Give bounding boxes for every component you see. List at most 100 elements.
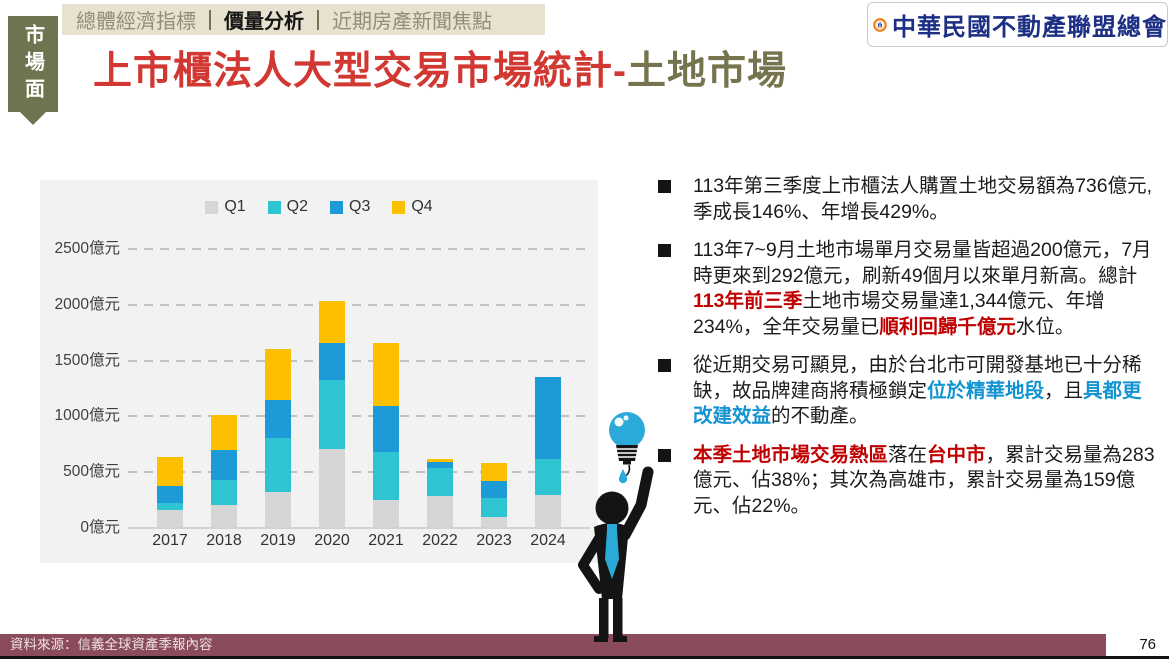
bar-2019-q3	[265, 399, 291, 438]
nav-item-price-volume-analysis[interactable]: 價量分析	[224, 11, 304, 33]
bar-2018-q1	[211, 504, 237, 527]
footer-source-text: 資料來源：信義全球資產季報內容	[10, 637, 213, 652]
legend-swatch-icon	[330, 200, 343, 214]
footer-source: 資料來源：信義全球資產季報內容	[0, 634, 1106, 656]
bar-2023-q2	[481, 497, 507, 517]
nav-separator	[317, 9, 319, 30]
bullet-list: 113年第三季度上市櫃法人購置土地交易額為736億元, 季成長146%、年增長4…	[656, 174, 1156, 532]
legend-label: Q4	[411, 198, 433, 215]
bar-2020-q1	[319, 448, 345, 527]
bar-2023	[481, 463, 507, 527]
text-segment: 從近期交易可顯見，由於台北市可開發基地已十分稀缺，故品牌建商將積極鎖定	[693, 354, 1142, 402]
text-segment: 位於精華地段	[927, 379, 1045, 402]
nav-item-macro-indicators[interactable]: 總體經濟指標	[76, 11, 196, 33]
x-tick-label: 2018	[206, 532, 242, 549]
text-segment: 水位。	[1015, 315, 1075, 338]
text-segment: 土地市場交易量達1,344億元、年增234%，全年交易量已	[693, 290, 1105, 338]
legend-item-q4: Q4	[392, 198, 433, 216]
text-segment: 具都更改建效益	[693, 379, 1142, 428]
text-segment: 113年7~9月土地市場單月交易量皆超過200億元，7月時更來到292億元，刷新…	[693, 239, 1152, 287]
text-segment: 落在	[888, 443, 928, 466]
bar-2024	[535, 376, 561, 527]
bar-2017-q2	[157, 503, 183, 510]
x-axis-line	[128, 527, 590, 529]
chevron-down-icon	[20, 112, 46, 125]
bullet-square-icon	[658, 244, 671, 258]
x-tick-label: 2023	[476, 532, 512, 549]
gridline	[128, 303, 590, 306]
bar-2017	[157, 456, 183, 527]
y-tick-label: 1500億元	[54, 351, 120, 369]
nav-separator	[209, 9, 211, 30]
bar-2022	[427, 459, 453, 527]
legend-item-q2: Q2	[267, 198, 308, 216]
text-segment: 的不動產。	[771, 405, 869, 428]
page-title-highlight: 土地市場	[627, 50, 788, 93]
org-name: 中華民國不動產聯盟總會	[892, 15, 1167, 41]
legend-item-q1: Q1	[205, 198, 246, 216]
page-title-main: 上市櫃法人大型交易市場統計-	[93, 50, 627, 93]
bar-2023-q4	[481, 463, 507, 482]
side-tab-label: 市場面	[21, 23, 44, 105]
org-logo: 中華民國不動產聯盟總會	[867, 2, 1168, 47]
legend-swatch-icon	[205, 200, 219, 214]
y-tick-label: 0億元	[80, 518, 120, 536]
bar-2021-q1	[373, 499, 399, 527]
text-segment: 113年前三季	[693, 290, 803, 313]
bar-2022-q1	[427, 495, 453, 527]
gridline	[128, 248, 590, 250]
bar-2020	[319, 300, 345, 527]
x-tick-label: 2017	[152, 532, 188, 549]
bar-2017-q1	[157, 509, 183, 527]
gridline	[128, 471, 590, 474]
bar-2022-q2	[427, 467, 453, 496]
bullet-item-2: 113年7~9月土地市場單月交易量皆超過200億元，7月時更來到292億元，刷新…	[656, 238, 1156, 340]
person-with-lightbulb-illustration	[578, 412, 654, 642]
bullet-square-icon	[658, 180, 671, 193]
y-tick-label: 2000億元	[54, 295, 120, 313]
text-segment: 113年第三季度上市櫃法人購置土地交易額為736億元, 季成長146%、年增長4…	[693, 175, 1153, 223]
bar-2021-q2	[373, 451, 399, 500]
bar-2023-q3	[481, 481, 507, 498]
bullet-item-4: 本季土地市場交易熱區落在台中市，累計交易量為283億元、佔38%；其次為高雄市，…	[656, 443, 1156, 520]
y-tick-label: 500億元	[63, 463, 120, 481]
bar-2021-q3	[373, 405, 399, 452]
bottom-border	[0, 656, 1169, 659]
bar-2022-q3	[427, 461, 453, 468]
chart-legend: Q1 Q2 Q3 Q4	[40, 198, 598, 216]
bullet-square-icon	[658, 359, 671, 373]
page-title: 上市櫃法人大型交易市場統計-土地市場	[93, 40, 787, 96]
x-tick-label: 2024	[530, 532, 566, 549]
legend-label: Q1	[224, 198, 246, 215]
bar-2024-q3	[535, 376, 561, 459]
x-tick-label: 2021	[368, 532, 404, 549]
text-segment: 台中市	[927, 443, 986, 466]
bar-2018-q4	[211, 415, 237, 451]
gridline	[128, 359, 590, 362]
bar-2017-q3	[157, 486, 183, 504]
bar-2020-q4	[319, 300, 345, 343]
lightbulb-icon	[609, 412, 645, 484]
gridline	[128, 415, 590, 418]
page-number: 76	[1139, 636, 1156, 653]
bar-2023-q1	[481, 517, 507, 527]
x-tick-label: 2020	[314, 532, 350, 549]
bar-2024-q2	[535, 458, 561, 495]
bullet-item-3: 從近期交易可顯見，由於台北市可開發基地已十分稀缺，故品牌建商將積極鎖定位於精華地…	[656, 353, 1156, 430]
legend-swatch-icon	[267, 200, 281, 214]
land-transaction-bar-chart: Q1 Q2 Q3 Q4 0億元 500億元 1000億元 1500億元 2000億元 2500億…	[40, 180, 598, 563]
bar-2019	[265, 348, 291, 527]
bar-2018-q3	[211, 450, 237, 481]
text-segment: ，且	[1044, 379, 1084, 402]
org-emblem-icon	[873, 17, 887, 32]
top-nav: 總體經濟指標 價量分析 近期房產新聞焦點	[62, 4, 545, 35]
text-segment: ，累計交易量為283億元、佔38%；其次為高雄市，累計交易量為159億元、佔22…	[693, 443, 1155, 517]
person-silhouette	[578, 466, 654, 642]
text-segment: 本季土地市場交易熱區	[693, 443, 889, 466]
side-tab-market[interactable]: 市場面	[8, 16, 58, 112]
bar-2020-q3	[319, 342, 345, 380]
bullet-item-1: 113年第三季度上市櫃法人購置土地交易額為736億元, 季成長146%、年增長4…	[656, 174, 1156, 225]
legend-label: Q2	[286, 198, 308, 215]
nav-item-recent-news[interactable]: 近期房產新聞焦點	[332, 11, 492, 33]
